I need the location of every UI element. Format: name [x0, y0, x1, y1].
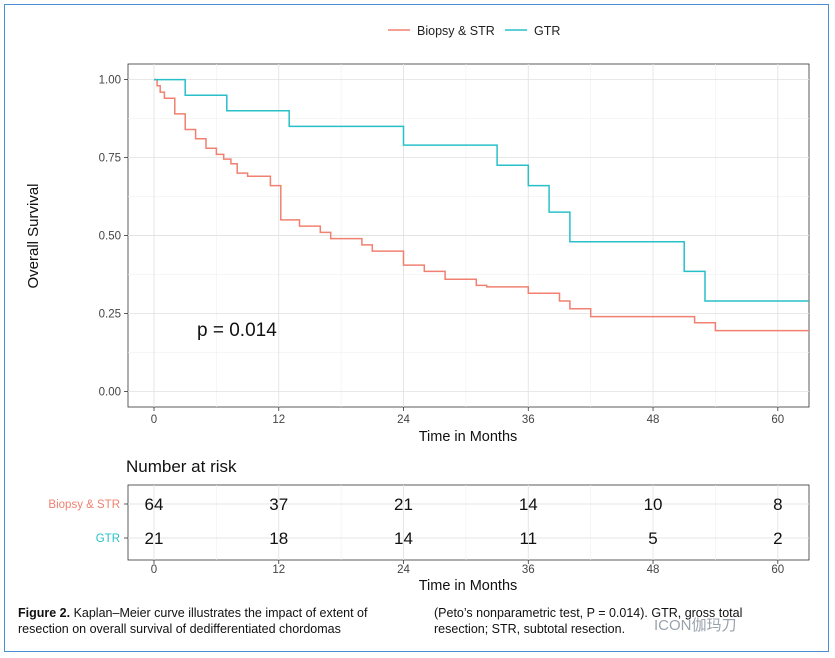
survival-curve-biopsy-str	[154, 78, 809, 332]
risk-count: 21	[145, 529, 164, 548]
x-tick-label: 48	[647, 414, 660, 426]
legend: Biopsy & STR GTR	[388, 24, 560, 38]
caption-left: Figure 2. Kaplan–Meier curve illustrates…	[18, 605, 418, 637]
risk-count: 8	[773, 495, 782, 514]
risk-x-tick-label: 36	[522, 564, 535, 576]
x-tick-label: 24	[397, 414, 410, 426]
figure-frame	[4, 4, 829, 652]
survival-curve-gtr	[154, 78, 809, 302]
risk-row-label: Biopsy & STR	[48, 499, 120, 511]
caption-right-text: (Peto’s nonparametric test, P = 0.014). …	[434, 606, 743, 636]
x-tick-label: 60	[771, 414, 784, 426]
risk-x-tick-label: 60	[771, 564, 784, 576]
p-value-annotation: p = 0.014	[197, 320, 277, 341]
risk-count: 5	[648, 529, 657, 548]
risk-row-label: GTR	[96, 533, 120, 545]
risk-count: 14	[394, 529, 413, 548]
x-tick-label: 12	[272, 414, 285, 426]
y-tick-label: 0.00	[99, 386, 121, 398]
legend-label-biopsy: Biopsy & STR	[417, 24, 495, 38]
y-tick-label: 1.00	[99, 75, 121, 87]
survival-chart: Biopsy & STR GTR 0.00 0.25 0.50 0.75 1.00 0 1…	[25, 24, 810, 594]
x-axis-ticks: 0 12 24 36 48 60	[151, 407, 784, 426]
risk-x-tick-label: 24	[397, 564, 410, 576]
risk-table-grid	[128, 485, 809, 560]
risk-table-x-axis-label: Time in Months	[419, 578, 518, 594]
y-tick-label: 0.75	[99, 153, 121, 165]
risk-count: 11	[519, 529, 537, 548]
legend-label-gtr: GTR	[534, 24, 560, 38]
risk-x-tick-label: 12	[272, 564, 285, 576]
caption-left-text: Kaplan–Meier curve illustrates the impac…	[18, 606, 368, 636]
x-axis-label: Time in Months	[419, 429, 518, 445]
y-axis-ticks: 0.00 0.25 0.50 0.75 1.00	[99, 75, 128, 398]
risk-table: Biopsy & STR 64 37 21 14 10 8 GTR 21 18 14 11 5 2	[48, 495, 782, 548]
risk-count: 64	[145, 495, 164, 514]
watermark: ICON伽玛刀	[654, 617, 737, 634]
risk-count: 10	[644, 495, 663, 514]
y-axis-label: Overall Survival	[25, 183, 42, 288]
risk-count: 18	[269, 529, 288, 548]
risk-x-tick-label: 48	[647, 564, 660, 576]
risk-table-title: Number at risk	[126, 457, 237, 476]
risk-count: 21	[394, 495, 413, 514]
risk-table-panel	[127, 484, 810, 561]
y-tick-label: 0.50	[99, 231, 121, 243]
y-tick-label: 0.25	[99, 308, 121, 320]
caption-label: Figure 2.	[18, 606, 71, 620]
survival-curves	[154, 78, 809, 332]
plot-grid	[128, 64, 809, 407]
risk-table-x-ticks: 0 12 24 36 48 60	[151, 560, 784, 576]
risk-x-tick-label: 0	[151, 564, 157, 576]
x-tick-label: 36	[522, 414, 535, 426]
x-tick-label: 0	[151, 414, 157, 426]
risk-count: 37	[269, 495, 288, 514]
risk-count: 2	[773, 529, 782, 548]
risk-count: 14	[519, 495, 538, 514]
